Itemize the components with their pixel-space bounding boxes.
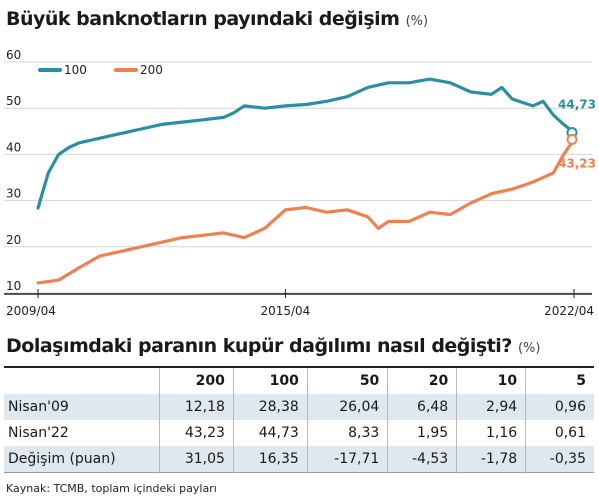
table-header-cell: 50 <box>306 367 388 394</box>
table-cell: Değişim (puan) <box>4 446 160 473</box>
table-title-text: Dolaşımdaki paranın kupür dağılımı nasıl… <box>6 335 512 357</box>
table-cell: 0,61 <box>525 420 594 446</box>
table-cell: Nisan'09 <box>4 394 160 420</box>
table-cell: 26,04 <box>306 394 388 420</box>
table-cell: 8,33 <box>306 420 388 446</box>
y-tick-label: 50 <box>6 94 21 108</box>
table-header-cell: 20 <box>387 367 457 394</box>
table-header-cell: 100 <box>232 367 308 394</box>
chart-series: 44,73 43,23 <box>36 77 596 285</box>
table-cell: -0,35 <box>525 446 594 473</box>
series-line-100 <box>36 77 576 210</box>
table-header-cell <box>4 367 160 394</box>
source-note: Kaynak: TCMB, toplam içindeki payları <box>6 482 217 495</box>
y-tick-label: 60 <box>6 48 21 62</box>
table-cell: -17,71 <box>306 446 388 473</box>
table-cell: 1,16 <box>456 420 526 446</box>
chart-legend: 100 200 <box>38 63 163 77</box>
table-header-row: 200 100 50 20 10 5 <box>4 367 594 394</box>
chart-title: Büyük banknotların payındaki değişim (%) <box>6 8 428 30</box>
table-cell: 0,96 <box>525 394 594 420</box>
table-row: Nisan'09 12,18 28,38 26,04 6,48 2,94 0,9… <box>4 394 594 420</box>
x-tick-label: 2009/04 <box>6 304 56 318</box>
table-cell: 43,23 <box>158 420 234 446</box>
table-cell: 1,95 <box>387 420 457 446</box>
table-cell: 16,35 <box>232 446 308 473</box>
x-tick-label: 2022/04 <box>544 304 594 318</box>
chart-title-text: Büyük banknotların payındaki değişim <box>6 8 400 30</box>
table-unit: (%) <box>517 341 541 356</box>
table-cell: Nisan'22 <box>8 425 69 441</box>
table-cell: -4,53 <box>387 446 457 473</box>
series-end-marker <box>566 133 578 145</box>
chart-unit: (%) <box>405 14 429 29</box>
denomination-table: 200 100 50 20 10 5 Nisan'09 12,18 28,38 … <box>4 366 594 473</box>
y-tick-label: 20 <box>6 233 21 247</box>
table-cell: 31,05 <box>158 446 234 473</box>
table-cell: -1,78 <box>456 446 526 473</box>
table-title: Dolaşımdaki paranın kupür dağılımı nasıl… <box>6 335 540 357</box>
table-cell: 12,18 <box>158 394 234 420</box>
y-tick-label: 30 <box>6 187 21 201</box>
y-axis-ticks: 60 50 40 30 20 10 <box>6 48 21 293</box>
table-header-cell: 200 <box>158 367 234 394</box>
y-tick-label: 40 <box>6 140 21 154</box>
line-chart: 60 50 40 30 20 10 2009/04 2015/04 2022/04 100 20… <box>4 48 596 318</box>
y-tick-label: 10 <box>6 279 21 293</box>
series-end-label: 43,23 <box>558 156 596 170</box>
table-header-cell: 10 <box>456 367 526 394</box>
legend-label: 100 <box>64 63 87 77</box>
table-cell: 2,94 <box>456 394 526 420</box>
x-axis-ticks: 2009/04 2015/04 2022/04 <box>6 289 594 318</box>
series-line-200 <box>36 137 576 285</box>
legend-label: 200 <box>140 63 163 77</box>
chart-gridlines <box>4 61 592 295</box>
table-row: Nisan'22 43,23 44,73 8,33 1,95 1,16 0,61 <box>4 420 594 446</box>
x-tick-label: 2015/04 <box>260 304 310 318</box>
table-cell: 6,48 <box>387 394 457 420</box>
table-header-cell: 5 <box>525 367 594 394</box>
series-end-label: 44,73 <box>558 98 596 112</box>
table-row: Değişim (puan) 31,05 16,35 -17,71 -4,53 … <box>4 446 594 473</box>
table-cell: 44,73 <box>232 420 308 446</box>
table-cell: 28,38 <box>232 394 308 420</box>
